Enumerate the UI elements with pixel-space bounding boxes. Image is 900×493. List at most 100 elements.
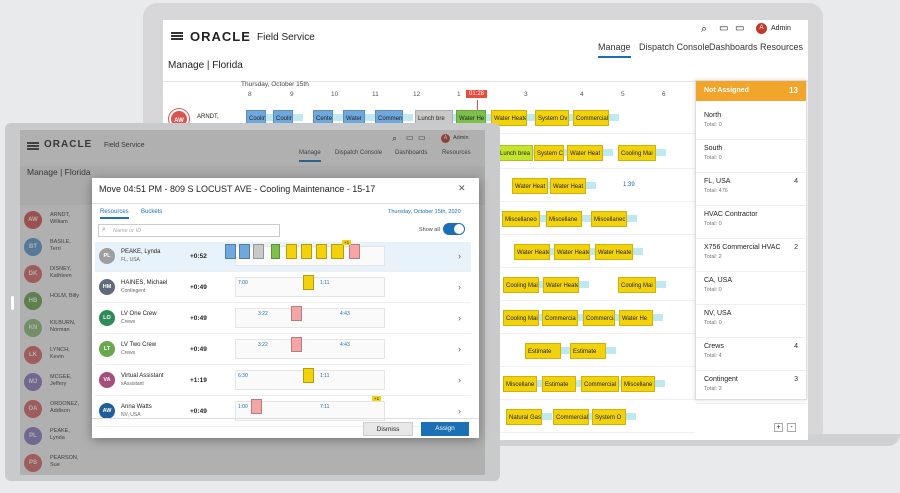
- unassigned-group[interactable]: South Total: 0: [696, 140, 806, 173]
- search-icon[interactable]: ⌕: [392, 133, 398, 143]
- tech-row[interactable]: OA ORDONEZ, Addison: [20, 396, 85, 426]
- resource-row[interactable]: PL PEAKE, Lynda FL, USA +0:52 +1 ›: [95, 240, 471, 272]
- tech-row[interactable]: HB HOLM, Billy: [20, 288, 85, 318]
- resource-row[interactable]: VA Virtual Assistant xAssistant +1:19 6:30 1:…: [95, 366, 471, 396]
- unassigned-header[interactable]: Not Assigned 13: [696, 81, 806, 101]
- tab-dispatch-console[interactable]: Dispatch Console: [639, 42, 710, 52]
- zoom-in-button[interactable]: +: [774, 423, 783, 432]
- assign-button[interactable]: Assign: [421, 422, 469, 436]
- tab-resources[interactable]: Resources: [760, 42, 804, 52]
- tab-resources[interactable]: Resources: [100, 209, 129, 219]
- messages-icon[interactable]: ▭: [735, 23, 745, 34]
- chat-icon[interactable]: ▭: [719, 23, 729, 34]
- unassigned-group[interactable]: CA, USA Total: 0: [696, 272, 806, 305]
- admin-menu[interactable]: Admin: [453, 135, 469, 141]
- travel-segment: [633, 248, 643, 255]
- admin-menu[interactable]: Admin: [771, 25, 791, 32]
- tech-row[interactable]: MJ MCGEE, Jeffery: [20, 369, 85, 399]
- chevron-right-icon[interactable]: ›: [458, 344, 461, 354]
- activity-block[interactable]: Water Heate: [514, 244, 550, 260]
- chevron-right-icon[interactable]: ›: [458, 251, 461, 261]
- tab-buckets[interactable]: Buckets: [141, 209, 163, 215]
- tab-dashboards[interactable]: Dashboards: [709, 42, 758, 52]
- unassigned-group[interactable]: NV, USA Total: 0: [696, 305, 806, 338]
- page-title[interactable]: Manage | Florida: [27, 167, 91, 177]
- activity-block[interactable]: Cooling Mai: [503, 277, 539, 293]
- tech-row[interactable]: LK LYNCH, Kevin: [20, 342, 85, 372]
- activity-block[interactable]: Natural Gas: [506, 409, 542, 425]
- tab-manage[interactable]: Manage: [299, 150, 321, 162]
- chevron-right-icon[interactable]: ›: [458, 406, 461, 416]
- tech-row[interactable]: BT BASILE, Terri: [20, 234, 85, 264]
- search-input[interactable]: ⌕ Name or ID: [98, 224, 280, 237]
- activity-block[interactable]: Water He: [619, 310, 653, 326]
- activity-block[interactable]: Estimate: [525, 343, 561, 359]
- activity-block[interactable]: Commercial: [573, 110, 609, 126]
- activity-block[interactable]: System O: [592, 409, 626, 425]
- activity-block[interactable]: Estimate: [542, 376, 576, 392]
- tab-dashboards[interactable]: Dashboards: [395, 150, 428, 156]
- activity-block[interactable]: Cooling Mai: [618, 145, 656, 161]
- avatar[interactable]: A: [756, 23, 767, 34]
- activity-block[interactable]: Commerci: [375, 110, 403, 126]
- activity-block[interactable]: Water Heate: [491, 110, 527, 126]
- tab-resources[interactable]: Resources: [442, 150, 471, 156]
- activity-block[interactable]: Water Heat: [512, 178, 548, 194]
- menu-icon[interactable]: [27, 142, 39, 150]
- unassigned-group[interactable]: FL, USA Total: 476 4: [696, 173, 806, 206]
- search-icon[interactable]: ⌕: [701, 23, 708, 35]
- activity-block[interactable]: Miscellaneo: [502, 211, 540, 227]
- time-label: 1:39: [623, 182, 635, 188]
- close-icon[interactable]: ✕: [458, 183, 466, 193]
- activity-block[interactable]: System C: [534, 145, 564, 161]
- unassigned-group[interactable]: X756 Commercial HVAC Total: 2 2: [696, 239, 806, 272]
- activity-block[interactable]: Miscellanec: [591, 211, 627, 227]
- activity-block[interactable]: Cooling Mai: [503, 310, 539, 326]
- tab-dispatch-console[interactable]: Dispatch Console: [335, 150, 383, 156]
- tech-row[interactable]: AW ARNDT, William: [20, 207, 85, 237]
- oracle-logo: ORACLE: [44, 139, 93, 150]
- unassigned-group[interactable]: Crews Total: 4 4: [696, 338, 806, 371]
- chevron-right-icon[interactable]: ›: [458, 375, 461, 385]
- unassigned-group[interactable]: North Total: 0: [696, 107, 806, 140]
- activity-block[interactable]: Water Heate: [595, 244, 633, 260]
- resource-row[interactable]: AW Anna Watts NV, USA +0:49 1:00 7:11 +1 ›: [95, 396, 471, 427]
- dismiss-button[interactable]: Dismiss: [363, 422, 413, 436]
- page-title[interactable]: Manage | Florida: [168, 60, 243, 71]
- activity-block[interactable]: Commercial: [553, 409, 589, 425]
- activity-block[interactable]: Water Heat: [550, 178, 586, 194]
- tech-row[interactable]: DK DISNEY, Kathleen: [20, 261, 85, 291]
- activity-block[interactable]: Commercia: [542, 310, 578, 326]
- show-all-toggle[interactable]: [443, 223, 465, 235]
- activity-block[interactable]: Water Heat: [567, 145, 603, 161]
- tech-row[interactable]: KN KILBURN, Norman: [20, 315, 85, 345]
- activity-block[interactable]: Commercial: [581, 376, 619, 392]
- activity-block[interactable]: Miscellane: [621, 376, 655, 392]
- activity-block[interactable]: Lunch brea: [497, 145, 533, 161]
- activity-block[interactable]: Water Heate: [543, 277, 579, 293]
- tab-manage[interactable]: Manage: [598, 42, 631, 58]
- resource-row[interactable]: LO LV One Crew Crews +0:49 3:22 4:43 ›: [95, 304, 471, 334]
- activity-block[interactable]: Cooling Mai: [618, 277, 656, 293]
- tech-row[interactable]: PL PEAKE, Lynda: [20, 423, 85, 453]
- activity-block[interactable]: Water: [343, 110, 365, 126]
- tech-row[interactable]: PS PEARSON, Sue: [20, 450, 85, 475]
- menu-icon[interactable]: [171, 32, 183, 40]
- activity-block[interactable]: Miscellane: [503, 376, 537, 392]
- resource-row[interactable]: LT LV Two Crew Crews +0:49 3:22 4:43 ›: [95, 335, 471, 365]
- resource-row[interactable]: HM HAINES, Michael Contingent +0:49 7:00 1:11…: [95, 273, 471, 303]
- messages-icon[interactable]: ▭: [418, 133, 426, 142]
- avatar[interactable]: A: [441, 134, 450, 143]
- activity-block[interactable]: Estimate: [570, 343, 606, 359]
- activity-block[interactable]: Miscellane: [546, 211, 582, 227]
- unassigned-group[interactable]: Contingent Total: 3 3: [696, 371, 806, 404]
- chat-icon[interactable]: ▭: [406, 133, 414, 142]
- chevron-right-icon[interactable]: ›: [458, 313, 461, 323]
- travel-segment: [603, 149, 613, 156]
- zoom-out-button[interactable]: -: [787, 423, 796, 432]
- unassigned-group[interactable]: HVAC Contractor Total: 0: [696, 206, 806, 239]
- activity-block[interactable]: System Ov: [535, 110, 569, 126]
- activity-block[interactable]: Commercia: [583, 310, 615, 326]
- chevron-right-icon[interactable]: ›: [458, 282, 461, 292]
- activity-block[interactable]: Water Heate: [554, 244, 590, 260]
